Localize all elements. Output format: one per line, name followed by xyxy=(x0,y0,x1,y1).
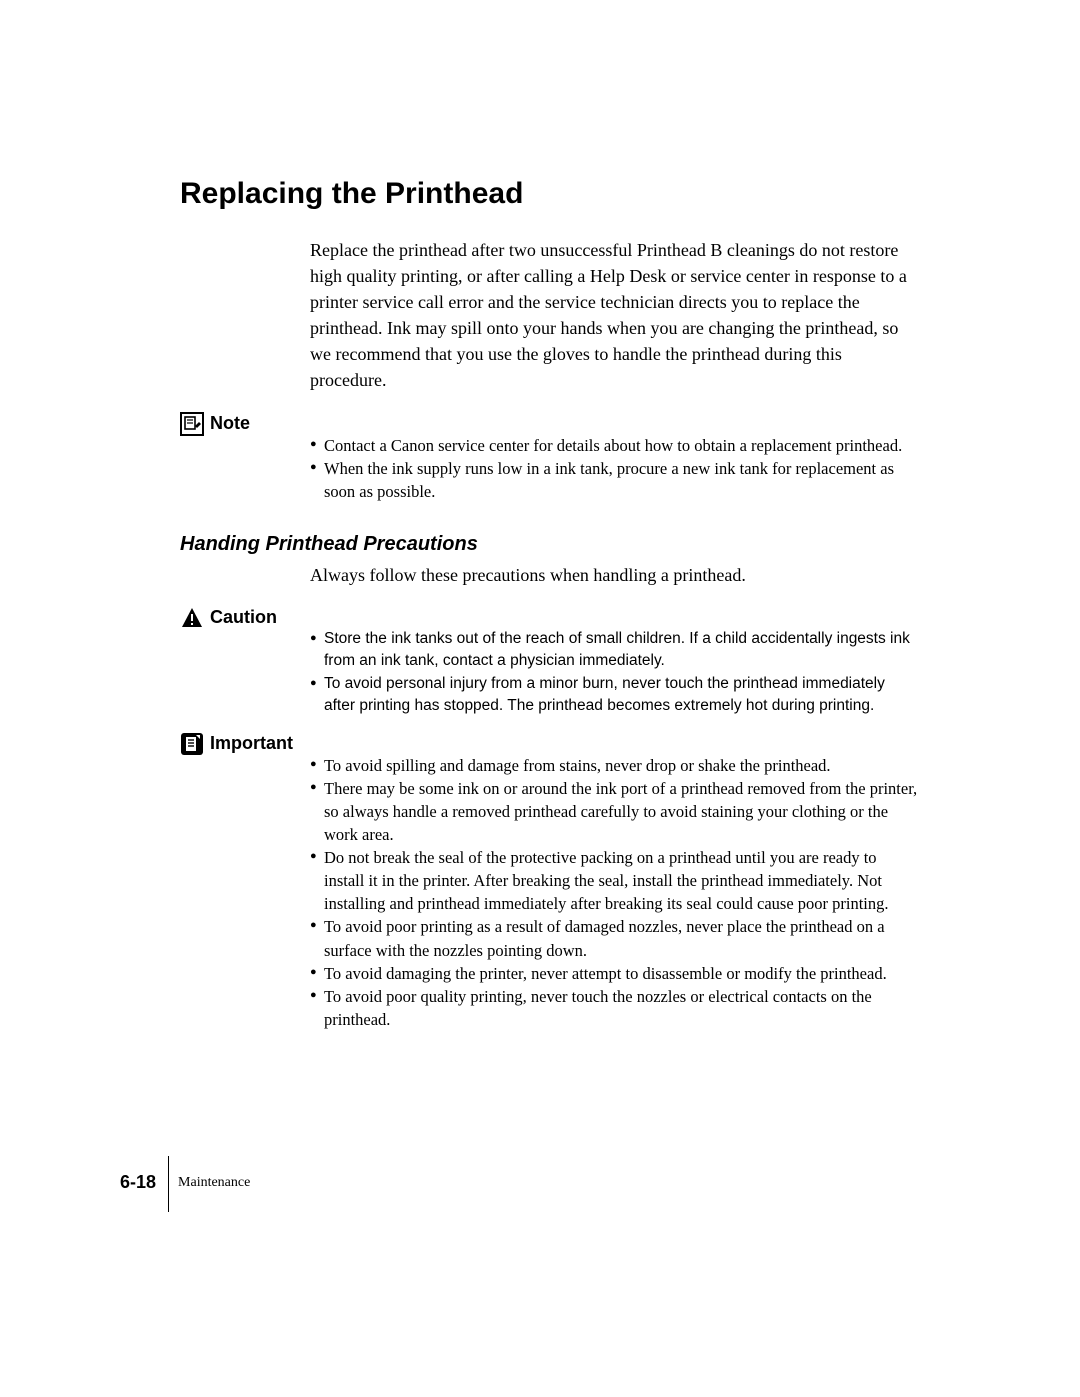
important-item: There may be some ink on or around the i… xyxy=(310,777,920,846)
important-head: Important xyxy=(180,732,293,756)
caution-callout: Caution Store the ink tanks out of the r… xyxy=(180,606,905,718)
note-item: When the ink supply runs low in a ink ta… xyxy=(310,457,920,503)
footer-section-name: Maintenance xyxy=(178,1175,250,1191)
note-item: Contact a Canon service center for detai… xyxy=(310,434,920,457)
caution-list: Store the ink tanks out of the reach of … xyxy=(310,628,920,718)
sub-heading: Handing Printhead Precautions xyxy=(180,533,905,556)
important-item: Do not break the seal of the protective … xyxy=(310,846,920,915)
important-body: To avoid spilling and damage from stains… xyxy=(310,732,920,1031)
page: Replacing the Printhead Replace the prin… xyxy=(0,0,1080,1397)
important-callout: Important To avoid spilling and damage f… xyxy=(180,732,905,1031)
page-title: Replacing the Printhead xyxy=(180,177,905,211)
caution-icon xyxy=(180,606,204,630)
sub-intro: Always follow these precautions when han… xyxy=(310,562,920,588)
note-callout: Note Contact a Canon service center for … xyxy=(180,412,905,503)
footer-separator xyxy=(168,1156,169,1212)
important-item: To avoid spilling and damage from stains… xyxy=(310,754,920,777)
footer-page-number: 6-18 xyxy=(120,1172,156,1193)
important-label: Important xyxy=(210,733,293,754)
caution-head: Caution xyxy=(180,606,277,630)
important-item: To avoid poor quality printing, never to… xyxy=(310,985,920,1031)
intro-paragraph: Replace the printhead after two unsucces… xyxy=(310,237,920,394)
note-body: Contact a Canon service center for detai… xyxy=(310,412,920,503)
note-icon xyxy=(180,412,204,436)
page-footer: 6-18 Maintenance xyxy=(120,1172,250,1193)
note-head: Note xyxy=(180,412,250,436)
caution-item: Store the ink tanks out of the reach of … xyxy=(310,628,920,673)
important-icon xyxy=(180,732,204,756)
note-label: Note xyxy=(210,413,250,434)
note-list: Contact a Canon service center for detai… xyxy=(310,434,920,503)
important-item: To avoid poor printing as a result of da… xyxy=(310,915,920,961)
important-list: To avoid spilling and damage from stains… xyxy=(310,754,920,1031)
caution-item: To avoid personal injury from a minor bu… xyxy=(310,673,920,718)
caution-body: Store the ink tanks out of the reach of … xyxy=(310,606,920,718)
important-item: To avoid damaging the printer, never att… xyxy=(310,962,920,985)
caution-label: Caution xyxy=(210,607,277,628)
